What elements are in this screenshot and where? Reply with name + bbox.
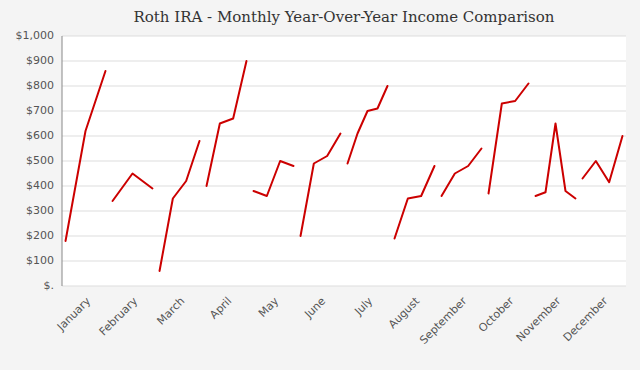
y-tick-label: $. [44, 279, 55, 292]
y-axis: $. $100 $200 $300 $400 $500 $600 $700 $800 $900 $1… [16, 29, 63, 292]
grid-line [62, 261, 626, 262]
x-tick-label: December [561, 294, 611, 344]
x-tick-label: February [97, 294, 141, 338]
plot-area [62, 36, 626, 286]
x-tick-label: September [417, 294, 470, 347]
line-segment [442, 149, 482, 197]
line-segment [66, 71, 106, 241]
y-tick-label: $500 [26, 154, 54, 167]
grid-line [62, 36, 626, 37]
x-tick-label: July [351, 294, 375, 318]
grid-line [62, 286, 626, 287]
x-tick-label: November [514, 294, 564, 344]
line-segment [395, 166, 435, 239]
line-segment [207, 61, 247, 186]
line-segment [113, 174, 153, 202]
y-tick-label: $900 [26, 54, 54, 67]
data-lines [66, 61, 623, 271]
y-axis-line [62, 36, 63, 286]
line-segment [160, 141, 200, 271]
x-tick-label: January [54, 294, 94, 334]
x-tick-label: May [256, 294, 282, 320]
grid-line [62, 186, 626, 187]
y-grid [62, 36, 626, 286]
x-axis: JanuaryFebruary March April May June July Augu… [54, 294, 611, 347]
line-segment [583, 136, 623, 182]
x-tick-label: April [207, 295, 234, 322]
grid-line [62, 61, 626, 62]
grid-line [62, 111, 626, 112]
x-tick-label: March [154, 295, 187, 328]
y-tick-label: $300 [26, 204, 54, 217]
line-segment [301, 134, 341, 237]
x-tick-label: June [301, 294, 328, 321]
y-tick-label: $1,000 [16, 29, 55, 42]
y-tick-label: $400 [26, 179, 54, 192]
background [0, 0, 640, 370]
line-segment [348, 86, 388, 164]
line-segment [536, 124, 576, 199]
line-segment [489, 84, 529, 194]
title: Roth IRA - Monthly Year-Over-Year Income… [134, 8, 555, 26]
y-tick-label: $100 [26, 254, 54, 267]
grid-line [62, 161, 626, 162]
grid-line [62, 86, 626, 87]
grid-line [62, 236, 626, 237]
chart: $. $100 $200 $300 $400 $500 $600 $700 $800 $900 $1… [0, 0, 640, 370]
y-tick-label: $800 [26, 79, 54, 92]
grid-line [62, 136, 626, 137]
x-tick-label: October [476, 294, 517, 335]
grid-line [62, 211, 626, 212]
y-tick-label: $600 [26, 129, 54, 142]
x-tick-label: August [386, 294, 423, 331]
y-tick-label: $200 [26, 229, 54, 242]
y-tick-label: $700 [26, 104, 54, 117]
line-segment [254, 161, 294, 196]
